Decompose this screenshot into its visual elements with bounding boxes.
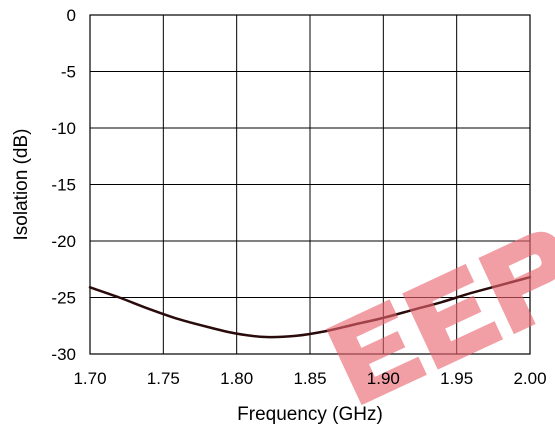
watermark-stamp xyxy=(326,231,555,406)
x-tick-label: 1.85 xyxy=(293,369,326,388)
y-tick-label: -15 xyxy=(51,176,76,195)
y-tick-label: -25 xyxy=(51,289,76,308)
isolation-series-line xyxy=(88,275,532,339)
series-group xyxy=(88,275,532,339)
watermark-letter xyxy=(402,263,504,370)
y-tick-label: -10 xyxy=(51,119,76,138)
y-tick-label: -30 xyxy=(51,345,76,364)
y-tick-labels: 0 -5 -10 -15 -20 -25 -30 xyxy=(51,6,76,364)
watermark-letter xyxy=(478,231,555,335)
x-tick-labels: 1.70 1.75 1.80 1.85 1.90 1.95 2.00 xyxy=(73,369,546,388)
y-tick-label: 0 xyxy=(67,6,76,25)
y-tick-label: -5 xyxy=(61,63,76,82)
plot-frame xyxy=(89,14,531,355)
x-tick-label: 1.90 xyxy=(367,369,400,388)
watermark-letter xyxy=(326,299,427,406)
x-tick-label: 2.00 xyxy=(513,369,546,388)
x-tick-label: 1.75 xyxy=(147,369,180,388)
x-tick-label: 1.80 xyxy=(220,369,253,388)
y-tick-label: -20 xyxy=(51,232,76,251)
y-axis-label: Isolation (dB) xyxy=(11,129,32,241)
x-tick-label: 1.70 xyxy=(73,369,106,388)
x-axis-label: Frequency (GHz) xyxy=(237,404,383,425)
x-tick-label: 1.95 xyxy=(440,369,473,388)
